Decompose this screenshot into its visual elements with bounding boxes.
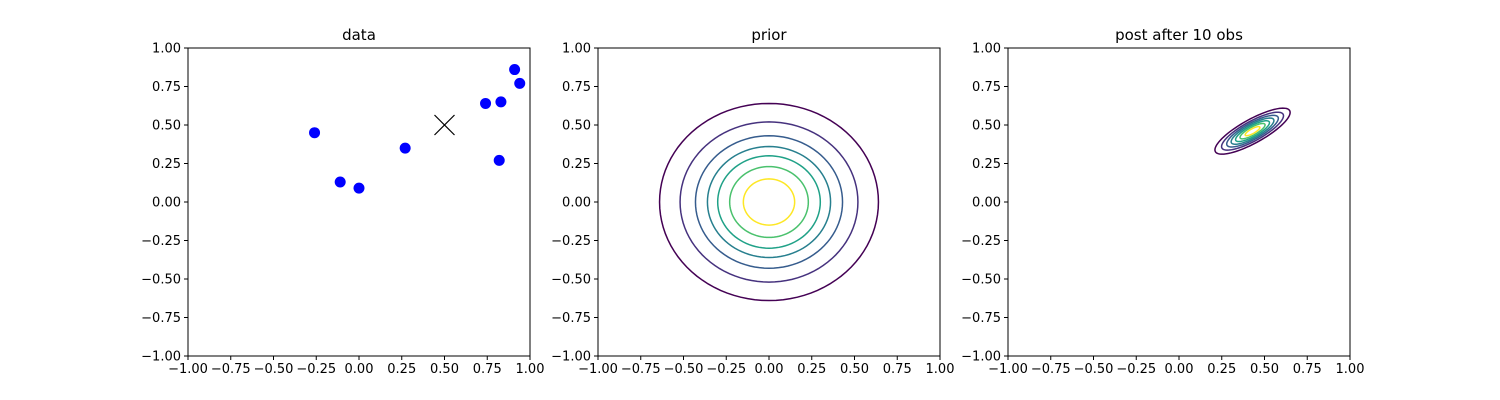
contour-line [1244, 125, 1261, 137]
panel-prior: prior −1.00 −0.75 −0.50 −0.25 0.00 0.25 0.50 0.… [551, 26, 954, 377]
contour-line [1239, 122, 1266, 140]
y-tick-label: −1.00 [551, 350, 591, 365]
x-tick-label: −0.50 [254, 362, 294, 377]
axes-frame [1007, 47, 1351, 357]
x-tick-label: −0.75 [1031, 362, 1071, 377]
data-point [309, 127, 321, 139]
y-tick-label: 1.00 [152, 42, 181, 57]
y-tick-label: 0.75 [152, 80, 181, 95]
x-tick-label: 0.25 [797, 362, 826, 377]
x-tick-label: −0.25 [296, 362, 336, 377]
x-axis: −1.00 −0.75 −0.50 −0.25 0.00 0.25 0.50 0.75 1.00 [168, 356, 544, 377]
y-tick-label: 0.50 [972, 119, 1001, 134]
x-tick-label: −0.25 [706, 362, 746, 377]
panel-title: post after 10 obs [1115, 26, 1243, 44]
y-tick-label: 0.75 [562, 80, 591, 95]
contour-line [1225, 114, 1280, 148]
x-tick-label: 1.00 [516, 362, 545, 377]
data-point [509, 64, 521, 76]
data-point [514, 77, 526, 89]
contour-line [728, 165, 810, 239]
x-tick-label: −0.75 [211, 362, 251, 377]
y-axis: −1.00 −0.75 −0.50 −0.25 0.00 0.25 0.50 0.75 1.00 [141, 42, 188, 365]
y-tick-label: −0.50 [551, 273, 591, 288]
plot-area [309, 64, 526, 194]
y-tick-label: −0.50 [961, 273, 1001, 288]
y-tick-label: 0.75 [972, 80, 1001, 95]
contour-line [706, 145, 832, 259]
x-tick-label: 0.50 [430, 362, 459, 377]
contour-line [1234, 120, 1271, 143]
x-tick-label: −1.00 [168, 362, 208, 377]
y-tick-label: −1.00 [141, 350, 181, 365]
y-tick-label: 1.00 [562, 42, 591, 57]
y-axis: −1.00 −0.75 −0.50 −0.25 0.00 0.25 0.50 0.75 1.00 [551, 42, 598, 365]
x-tick-label: 1.00 [926, 362, 955, 377]
x-axis: −1.00 −0.75 −0.50 −0.25 0.00 0.25 0.50 0.75 1.00 [578, 356, 954, 377]
y-tick-label: −0.75 [141, 311, 181, 326]
x-tick-label: 0.75 [1293, 362, 1322, 377]
y-tick-label: 0.00 [562, 196, 591, 211]
plot-area [658, 102, 880, 302]
y-tick-label: −0.25 [141, 234, 181, 249]
data-point [334, 176, 346, 188]
y-tick-label: 0.00 [152, 196, 181, 211]
x-axis: −1.00 −0.75 −0.50 −0.25 0.00 0.25 0.50 0.75 1.00 [988, 356, 1364, 377]
x-tick-label: −1.00 [988, 362, 1028, 377]
x-tick-label: 0.75 [883, 362, 912, 377]
x-tick-label: 1.00 [1336, 362, 1365, 377]
data-point [495, 96, 507, 108]
axes-frame [187, 47, 531, 357]
x-tick-label: −0.25 [1116, 362, 1156, 377]
y-tick-label: 0.50 [562, 119, 591, 134]
x-tick-label: −1.00 [578, 362, 618, 377]
x-marker [434, 114, 455, 136]
panel-title: prior [751, 26, 787, 44]
contour-line [742, 178, 796, 226]
y-tick-label: −0.75 [961, 311, 1001, 326]
y-tick-label: 0.25 [972, 157, 1001, 172]
x-tick-label: 0.00 [755, 362, 784, 377]
y-tick-label: 0.25 [152, 157, 181, 172]
contour-line [716, 155, 822, 249]
contour-line [679, 121, 859, 283]
y-tick-label: −0.50 [141, 273, 181, 288]
data-point [480, 97, 492, 109]
x-tick-label: −0.75 [621, 362, 661, 377]
y-tick-label: 0.50 [152, 119, 181, 134]
y-tick-label: −0.75 [551, 311, 591, 326]
x-tick-label: 0.25 [387, 362, 416, 377]
y-axis: −1.00 −0.75 −0.50 −0.25 0.00 0.25 0.50 0.75 1.00 [961, 42, 1008, 365]
axes-frame [597, 47, 941, 357]
contour-line [1220, 111, 1285, 151]
plot-area [1214, 107, 1291, 155]
x-tick-label: −0.50 [664, 362, 704, 377]
x-tick-label: 0.25 [1207, 362, 1236, 377]
contour-line [1214, 107, 1291, 155]
y-tick-label: 0.25 [562, 157, 591, 172]
contour-line [1230, 117, 1275, 146]
contour-line [694, 135, 844, 269]
y-tick-label: 1.00 [972, 42, 1001, 57]
data-point [493, 154, 505, 166]
data-point [353, 182, 365, 194]
x-tick-label: 0.00 [1165, 362, 1194, 377]
panel-title: data [342, 26, 376, 44]
y-tick-label: 0.00 [972, 196, 1001, 211]
x-tick-label: 0.75 [473, 362, 502, 377]
y-tick-label: −1.00 [961, 350, 1001, 365]
x-tick-label: −0.50 [1074, 362, 1114, 377]
contour-line [658, 102, 880, 302]
x-tick-label: 0.50 [840, 362, 869, 377]
y-tick-label: −0.25 [551, 234, 591, 249]
panel-data: data −1.00 −0.75 −0.50 −0.25 0.00 0.25 0.50 0.7… [141, 26, 544, 377]
x-tick-label: 0.00 [345, 362, 374, 377]
x-tick-label: 0.50 [1250, 362, 1279, 377]
panel-posterior: post after 10 obs −1.00 −0.75 −0.50 −0.25 0.… [961, 26, 1364, 377]
y-tick-label: −0.25 [961, 234, 1001, 249]
data-point [399, 142, 411, 154]
